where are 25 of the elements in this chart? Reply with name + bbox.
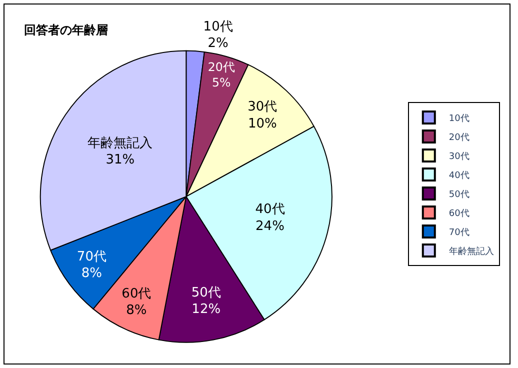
data-label: 2%: [208, 36, 228, 52]
legend-label: 40代: [448, 170, 470, 182]
slice-label: 70代: [76, 249, 106, 264]
slice-label: 10代: [203, 19, 233, 34]
legend-label: 年齢無記入: [448, 246, 494, 258]
legend-label: 10代: [448, 113, 470, 124]
slice-label: 40代: [255, 202, 285, 218]
legend-label: 30代: [448, 151, 470, 162]
data-label: 5%: [212, 75, 231, 90]
slice-label: 30代: [248, 99, 278, 114]
data-label: 10%: [248, 116, 277, 132]
legend-label: 20代: [448, 132, 470, 144]
data-label: 24%: [256, 219, 284, 234]
chart-title: 回答者の年齢層: [24, 23, 108, 38]
legend-label: 70代: [448, 227, 470, 238]
data-label: 31%: [106, 152, 135, 168]
slice-label: 20代: [208, 60, 235, 74]
slice-label: 50代: [191, 285, 221, 300]
slice-label: 年齢無記入: [88, 136, 153, 151]
legend-label: 50代: [448, 189, 470, 200]
data-label: 8%: [126, 303, 147, 318]
slice-label: 60代: [122, 286, 152, 302]
data-label: 8%: [81, 266, 102, 282]
data-label: 12%: [192, 302, 221, 318]
legend-label: 60代: [448, 208, 470, 220]
